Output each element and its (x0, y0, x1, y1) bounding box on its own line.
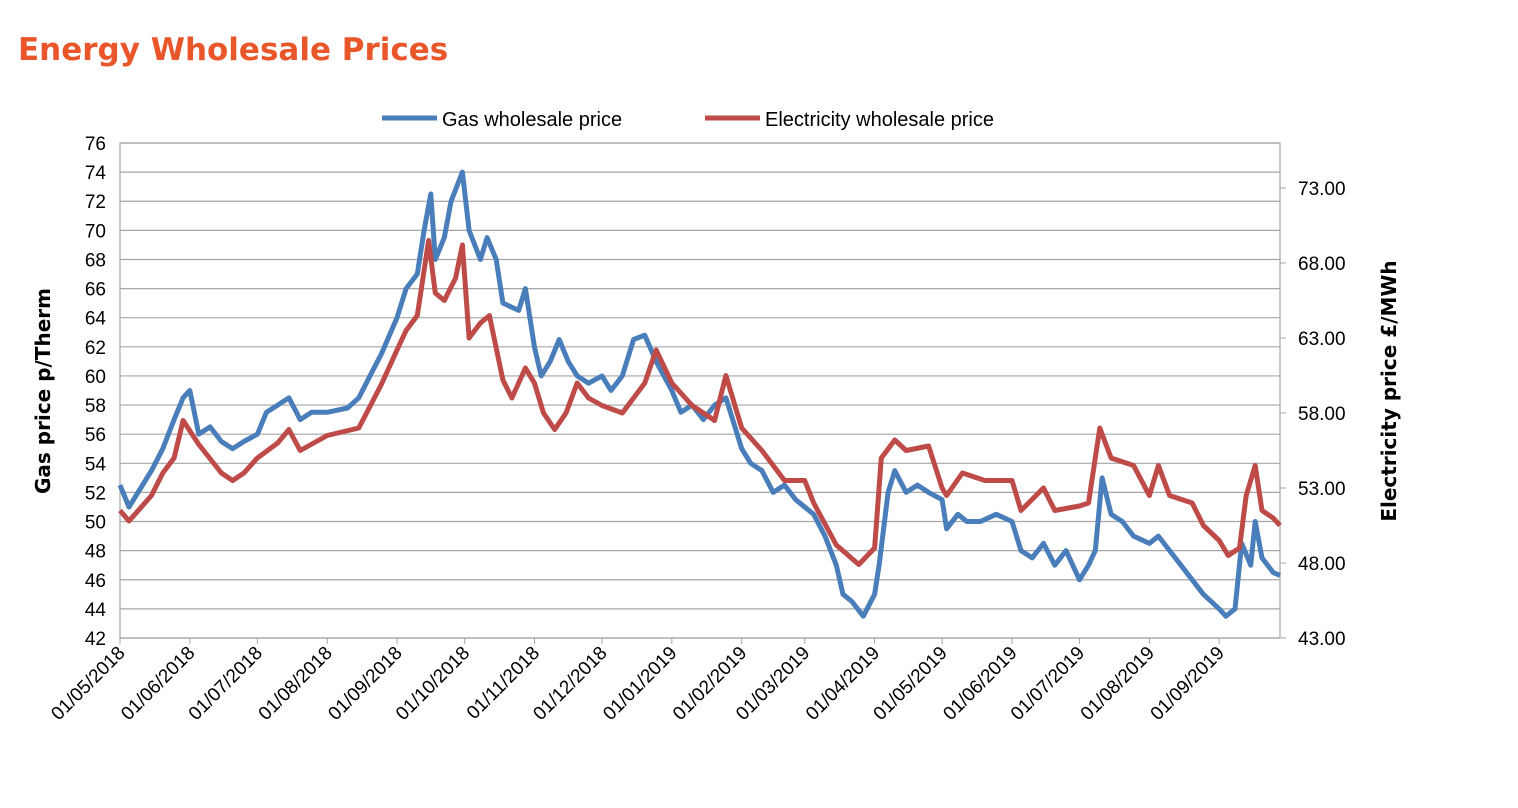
y-tick-label: 42 (85, 629, 106, 650)
y-tick-label: 76 (85, 134, 106, 155)
y-tick-label: 50 (85, 513, 106, 534)
y-tick-label: 60 (85, 367, 106, 388)
x-tick-label: 01/12/2018 (529, 643, 611, 725)
y-tick-label: 74 (85, 163, 107, 184)
y-tick-label: 56 (85, 425, 106, 446)
y-tick-label: 58 (85, 396, 106, 417)
y2-tick-label: 63.00 (1298, 329, 1346, 350)
x-tick-label: 01/05/2018 (47, 643, 129, 725)
x-tick-label: 01/07/2018 (185, 643, 267, 725)
legend-label: Electricity wholesale price (765, 109, 994, 131)
y-tick-label: 44 (85, 600, 107, 621)
y2-tick-label: 58.00 (1298, 404, 1346, 425)
y-tick-label: 48 (85, 542, 106, 563)
series-line (118, 238, 1282, 567)
y2-tick-label: 48.00 (1298, 554, 1346, 575)
plot-border (119, 142, 1281, 639)
x-tick-label: 01/01/2019 (599, 643, 681, 725)
y-tick-label: 52 (85, 483, 106, 504)
y-tick-label: 70 (85, 221, 106, 242)
y2-tick-label: 53.00 (1298, 479, 1346, 500)
y2-tick-label: 43.00 (1298, 629, 1346, 650)
y-axis-label: Gas price p/Therm (31, 288, 55, 494)
y-tick-label: 62 (85, 338, 106, 359)
y2-tick-label: 73.00 (1298, 179, 1346, 200)
y-tick-label: 72 (85, 192, 106, 213)
y2-axis-label: Electricity price £/MWh (1377, 260, 1401, 521)
x-tick-label: 01/08/2019 (1077, 643, 1159, 725)
y-tick-label: 64 (85, 309, 107, 330)
y2-tick-label: 68.00 (1298, 254, 1346, 275)
x-tick-label: 01/07/2019 (1007, 643, 1089, 725)
y-tick-label: 68 (85, 250, 106, 271)
y-tick-label: 66 (85, 280, 106, 301)
series-line (117, 169, 1281, 619)
chart-title: Energy Wholesale Prices (18, 32, 448, 68)
x-tick-label: 01/10/2018 (392, 643, 474, 725)
legend-label: Gas wholesale price (442, 109, 622, 131)
x-tick-label: 01/05/2019 (870, 643, 952, 725)
y-tick-label: 46 (85, 571, 106, 592)
y-tick-label: 54 (85, 454, 107, 475)
x-tick-label: 01/08/2018 (255, 643, 337, 725)
x-tick-label: 01/09/2019 (1147, 643, 1229, 725)
